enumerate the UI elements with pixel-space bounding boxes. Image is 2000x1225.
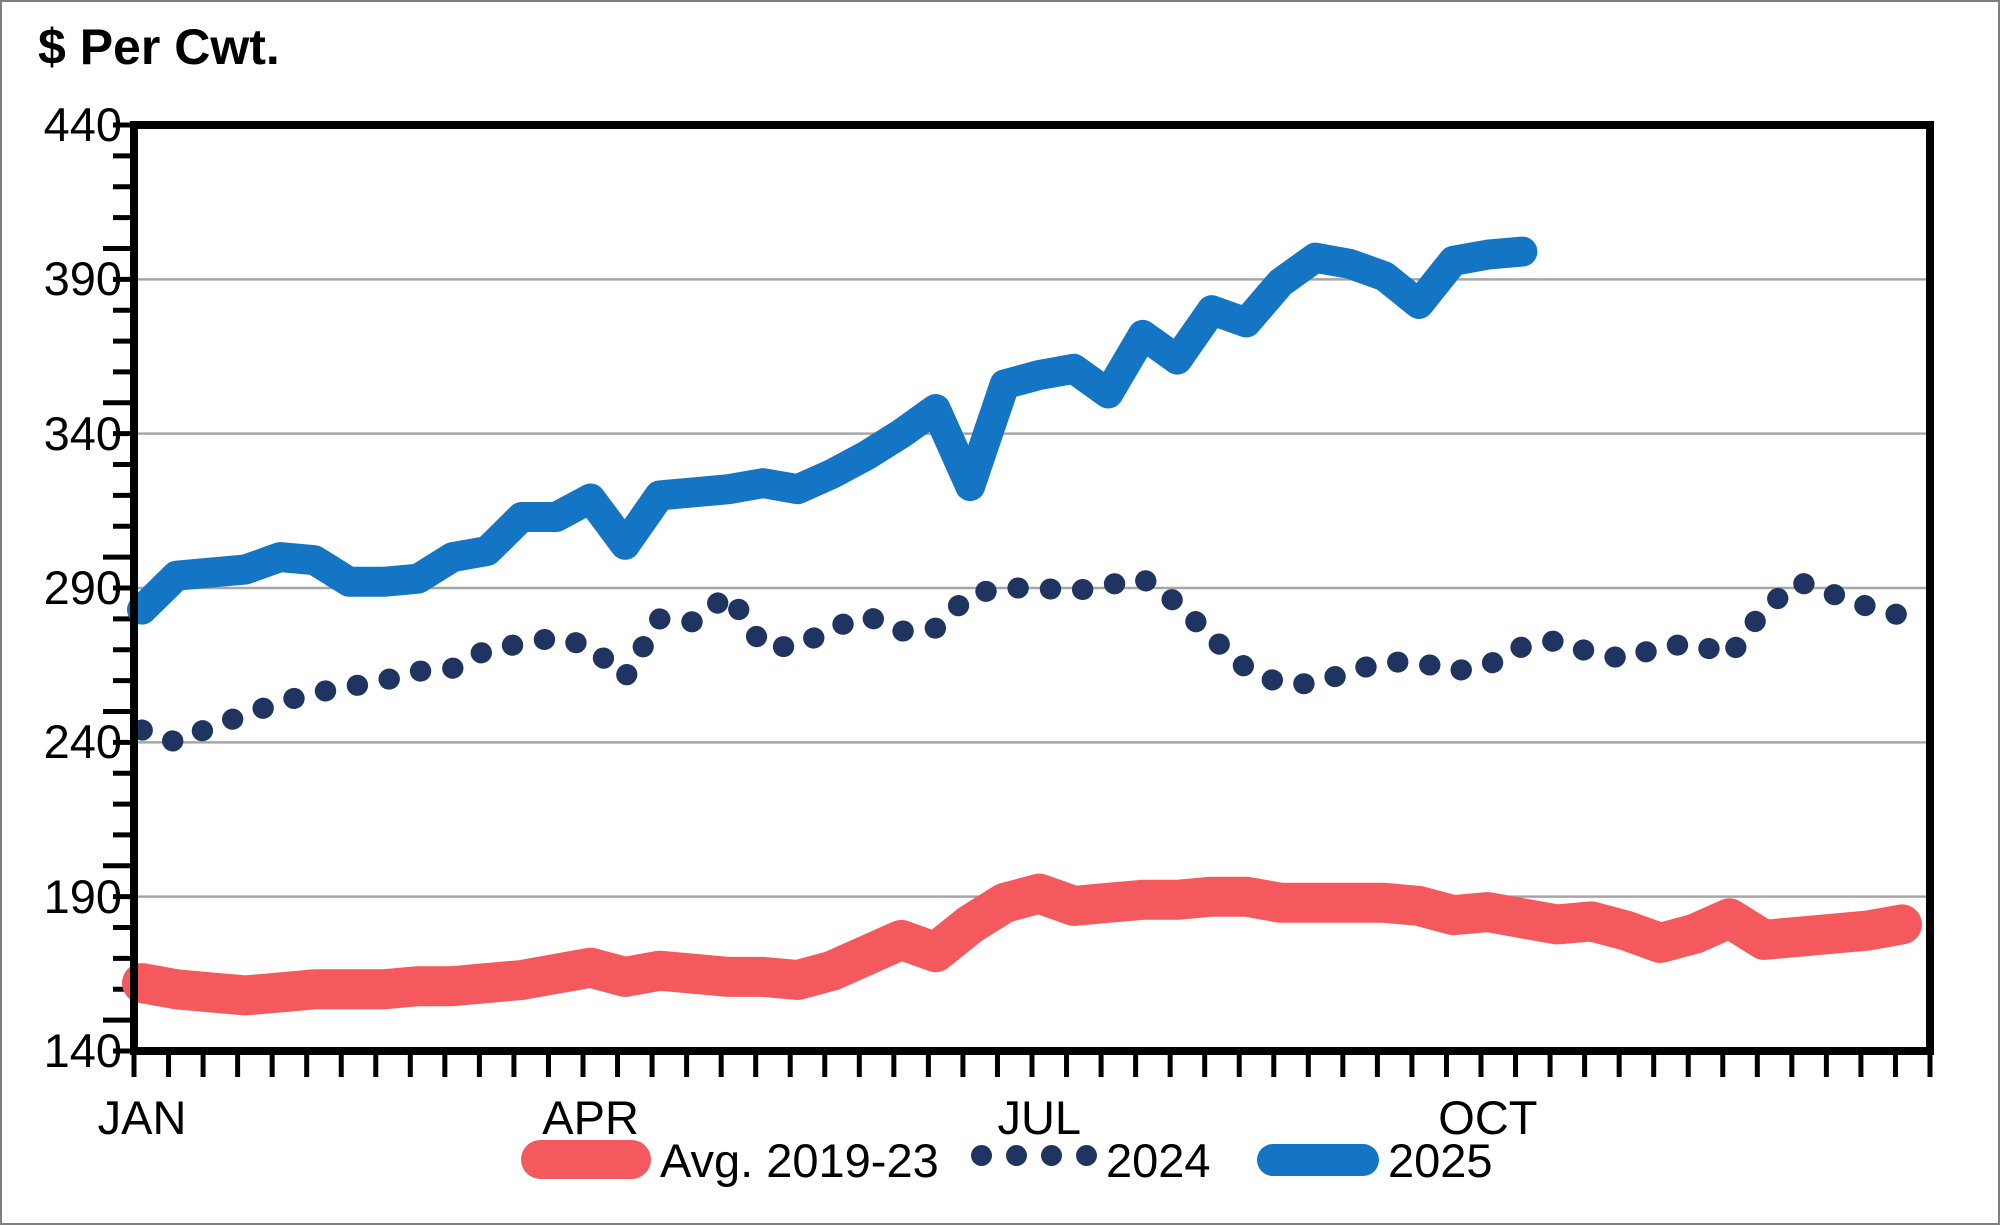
legend-dot-icon [971,1145,992,1166]
legend-swatch-2025 [1257,1144,1379,1176]
y-axis-label: 440 [43,98,122,151]
plot-border [130,121,1934,1055]
x-axis-label-jul: JUL [997,1091,1082,1144]
legend-dot-icon [1041,1145,1062,1166]
legend-label-2024: 2024 [1106,1134,1211,1187]
legend-label-avg-2019-23: Avg. 2019-23 [660,1134,939,1187]
legend-dot-icon [1006,1145,1027,1166]
x-axis-label-jan: JAN [97,1091,187,1144]
legend-label-2025: 2025 [1388,1134,1493,1187]
y-axis-label: 190 [43,869,122,923]
x-axis-label-apr: APR [542,1091,639,1144]
legend-swatch-avg-2019-23 [521,1140,651,1179]
y-axis-label: 140 [43,1024,122,1077]
series-2025 [127,236,1538,625]
y-axis-label: 290 [43,561,122,614]
y-axis-title: $ Per Cwt. [38,19,280,75]
y-axis-label: 340 [43,406,122,460]
y-axis-label: 390 [43,252,122,306]
series-avg-2019-23 [122,873,1922,1016]
x-axis-label-oct: OCT [1438,1091,1538,1144]
legend-dot-icon [1076,1145,1097,1166]
y-axis-label: 240 [43,715,122,769]
series-2024 [131,568,1913,753]
